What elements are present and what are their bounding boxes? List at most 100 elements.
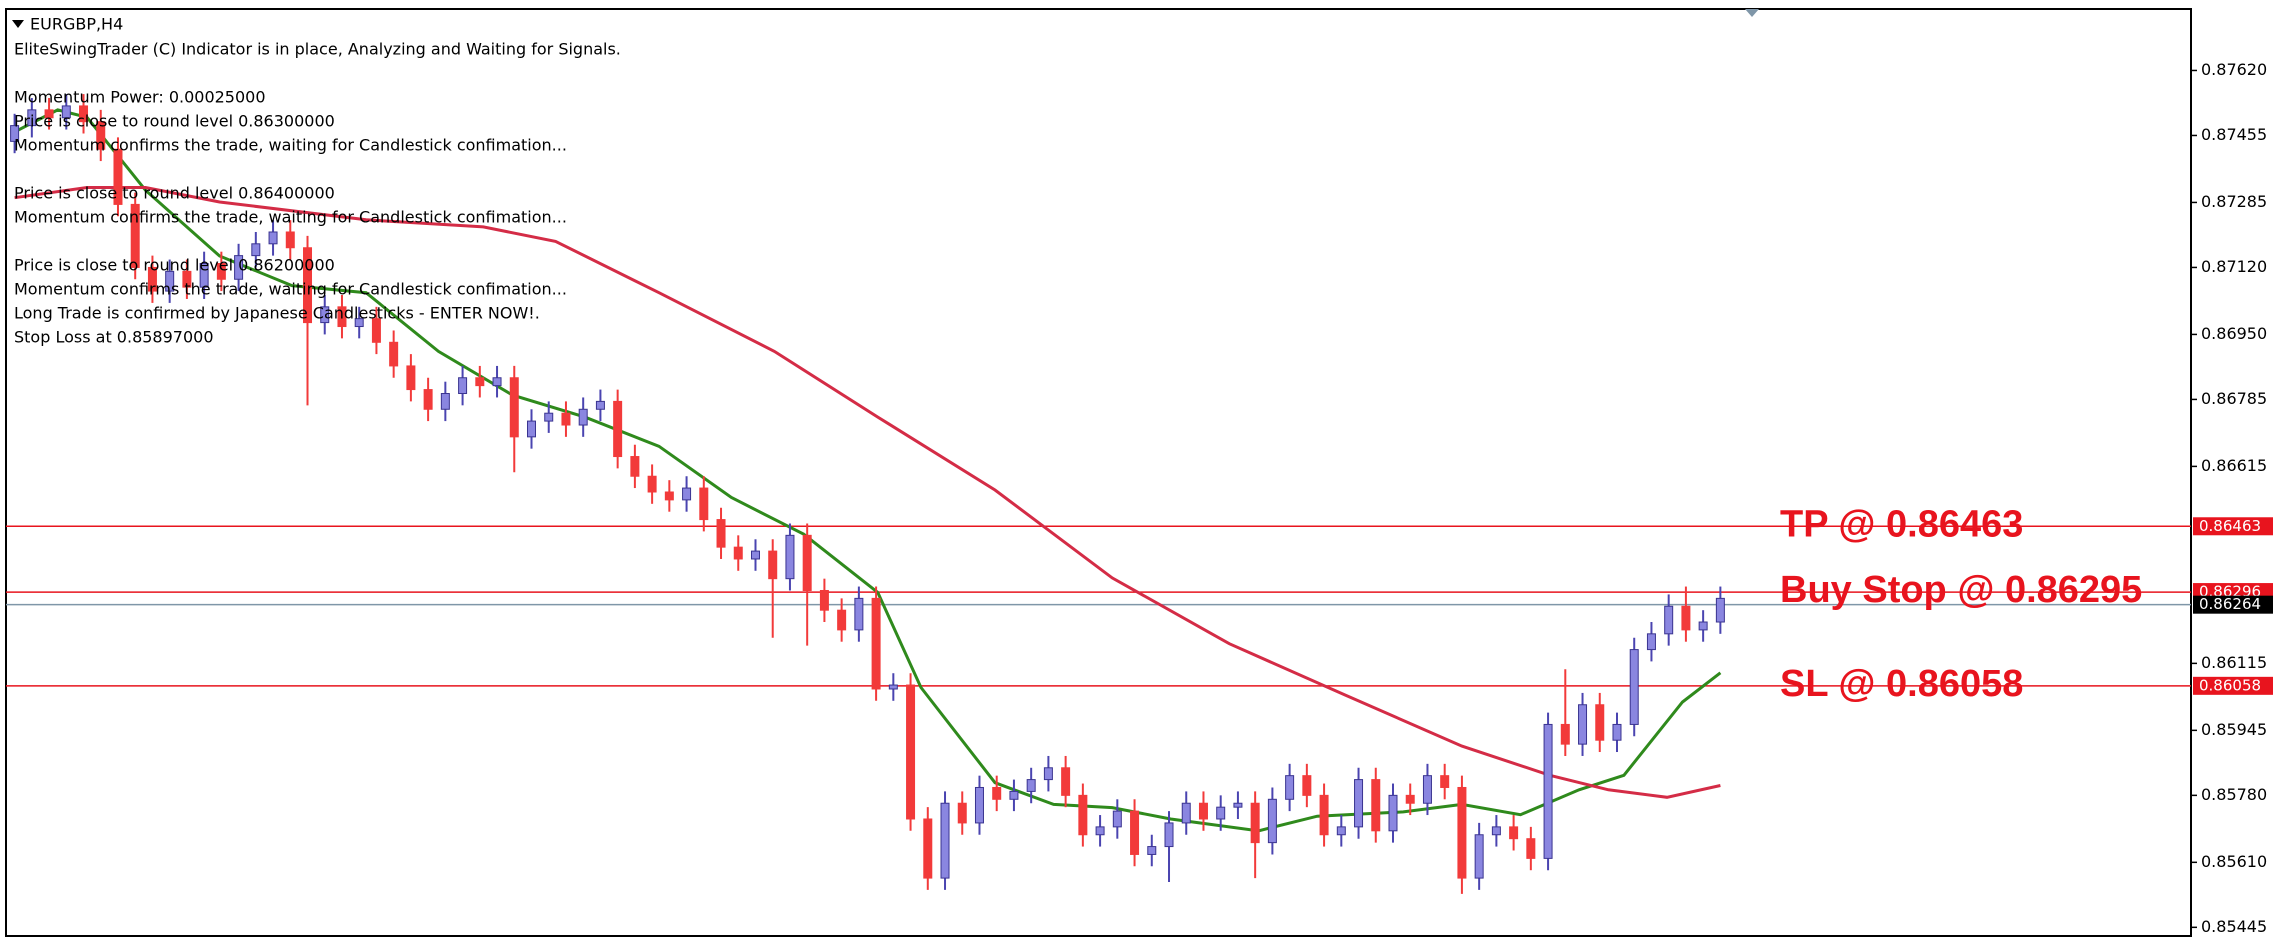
candle-body xyxy=(509,377,519,438)
level-annotation: Buy Stop @ 0.86295 xyxy=(1780,569,2142,611)
candle-body xyxy=(664,491,674,501)
candle-body xyxy=(768,550,778,580)
candle-body xyxy=(1646,633,1656,651)
price-level-label: 0.86264 xyxy=(2199,595,2261,613)
candle-body xyxy=(354,318,364,328)
y-tick-label: 0.85610 xyxy=(2201,852,2267,871)
candle-body xyxy=(750,550,760,560)
candle-body xyxy=(1302,775,1312,796)
candle-body xyxy=(1112,810,1122,828)
y-tick-label: 0.86115 xyxy=(2201,653,2267,672)
y-tick-label: 0.87120 xyxy=(2201,257,2267,276)
candle-body xyxy=(371,318,381,343)
candle-body xyxy=(974,786,984,824)
candle-body xyxy=(61,105,71,119)
candle-body xyxy=(1078,794,1088,836)
candle-body xyxy=(837,609,847,631)
candle-body xyxy=(1009,790,1019,800)
overlay: EliteSwingTrader (C) Indicator is in pla… xyxy=(14,40,2142,705)
candle-body xyxy=(216,263,226,280)
candle-body xyxy=(389,341,399,367)
candle-body xyxy=(79,105,89,123)
level-annotation: TP @ 0.86463 xyxy=(1780,503,2023,545)
price-level-tag xyxy=(2193,595,2273,614)
info-line: Price is close to round level 0.86300000 xyxy=(14,112,335,131)
candle-body xyxy=(613,400,623,458)
candle-body xyxy=(940,802,950,879)
shift-marker xyxy=(1745,9,1759,17)
candle-body xyxy=(1715,597,1725,623)
candle-body xyxy=(1681,605,1691,631)
candle-body xyxy=(1095,826,1105,836)
candle-body xyxy=(1130,810,1140,855)
y-tick-label: 0.85780 xyxy=(2201,785,2267,804)
candle-body xyxy=(337,306,347,328)
symbol-menu-arrow[interactable] xyxy=(12,20,24,28)
candle-body xyxy=(251,243,261,257)
candle-body xyxy=(113,148,123,205)
candle-body xyxy=(1595,704,1605,741)
candle-body xyxy=(96,121,106,150)
candle-body xyxy=(234,255,244,280)
candle-body xyxy=(1698,621,1708,631)
candle-body xyxy=(527,420,536,438)
candle-body xyxy=(1474,834,1484,879)
candle-body xyxy=(1371,779,1381,832)
candle-body xyxy=(1560,723,1570,745)
candle-body xyxy=(10,125,20,142)
candle-body xyxy=(1388,794,1398,832)
candle-body xyxy=(1267,798,1277,844)
candle-body xyxy=(544,412,554,422)
candle-body xyxy=(1233,802,1243,808)
candle-body xyxy=(1216,806,1226,820)
info-line: Long Trade is confirmed by Japanese Cand… xyxy=(14,304,540,323)
candle-body xyxy=(906,684,916,820)
info-line: EliteSwingTrader (C) Indicator is in pla… xyxy=(14,40,621,59)
candle-body xyxy=(1629,649,1639,725)
candle-body xyxy=(27,109,37,127)
plot-frame xyxy=(5,8,2192,937)
candle-body xyxy=(1405,794,1415,804)
candle-body xyxy=(1509,826,1519,840)
candle-body xyxy=(578,408,588,426)
candle-body xyxy=(1147,846,1157,855)
y-tick-label: 0.87620 xyxy=(2201,60,2267,79)
candle-body xyxy=(165,270,175,292)
candle-body xyxy=(1043,767,1053,781)
candle-body xyxy=(268,231,278,245)
candle-body xyxy=(716,519,726,548)
candle-body xyxy=(1061,767,1071,796)
candle-body xyxy=(44,109,54,119)
info-line: Price is close to round level 0.86400000 xyxy=(14,184,335,203)
candle-body xyxy=(854,597,864,631)
candle-body xyxy=(1198,802,1208,820)
candle-body xyxy=(423,389,433,410)
price-level-tag xyxy=(2193,676,2273,695)
candle-body xyxy=(1336,826,1346,836)
y-tick-label: 0.87455 xyxy=(2201,125,2267,144)
candle-body xyxy=(1354,779,1364,828)
candle-body xyxy=(130,203,140,268)
candle-body xyxy=(699,487,709,521)
candle-body xyxy=(595,400,605,410)
candle-body xyxy=(1181,802,1191,824)
level-annotation: SL @ 0.86058 xyxy=(1780,663,2023,705)
candle-body xyxy=(1526,838,1536,859)
candle-body xyxy=(1578,704,1588,745)
candle-body xyxy=(1285,775,1295,800)
candle-body xyxy=(957,802,967,824)
candle-body xyxy=(1422,775,1432,804)
candle-body xyxy=(1319,794,1329,836)
candle-body xyxy=(819,589,829,611)
candle-body xyxy=(871,597,881,690)
candle-body xyxy=(458,377,468,395)
y-tick-label: 0.86785 xyxy=(2201,389,2267,408)
y-tick-label: 0.86615 xyxy=(2201,456,2267,475)
info-line: Momentum confirms the trade, waiting for… xyxy=(14,208,567,227)
candle-body xyxy=(992,786,1002,800)
candle-body xyxy=(406,365,416,391)
candle-body xyxy=(1457,786,1467,879)
candle-body xyxy=(1026,779,1036,792)
y-tick-label: 0.85945 xyxy=(2201,720,2267,739)
